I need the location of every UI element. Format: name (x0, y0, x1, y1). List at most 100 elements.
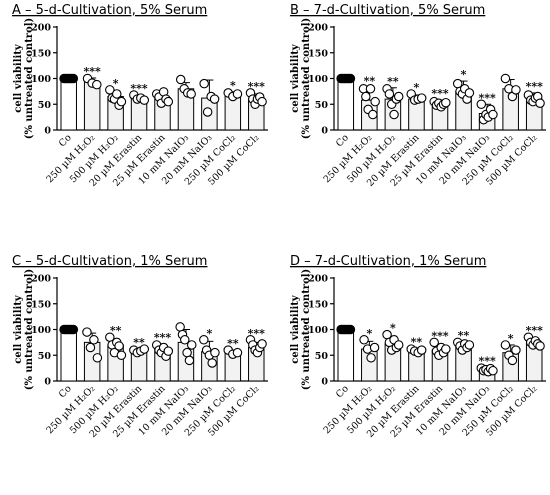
y-tick-label: 100 (31, 325, 51, 336)
y-tick-label: 100 (31, 74, 51, 85)
y-tick-label: 200 (31, 274, 51, 285)
data-point (488, 365, 498, 376)
chart-panel-1: A – 5-d-Cultivation, 5% Serum 0 50 100 150 20… (12, 3, 268, 189)
data-point (139, 95, 150, 105)
data-point (476, 99, 487, 110)
data-point (92, 353, 103, 363)
significance-label: * (414, 81, 420, 94)
data-point (163, 346, 174, 356)
data-point (232, 89, 243, 99)
y-axis-label-units: (% untreated control) (301, 18, 312, 140)
significance-label: ** (110, 324, 122, 337)
data-point (209, 94, 220, 104)
data-point (389, 109, 399, 120)
x-category-label: Co (334, 132, 351, 149)
y-axis-label-units: (% untreated control) (24, 18, 35, 140)
significance-label: ** (227, 337, 239, 350)
data-point (182, 347, 192, 358)
y-tick-label: 200 (308, 23, 328, 34)
y-axis-label-units: (% untreated control) (24, 269, 35, 391)
y-axis-label: cell viability (290, 43, 301, 113)
data-point (175, 322, 185, 332)
data-point (186, 340, 197, 350)
significance-label: ** (458, 329, 470, 342)
significance-label: *** (84, 65, 102, 78)
data-point (114, 341, 124, 351)
chart-panel-3: C – 5-d-Cultivation, 1% Serum 0 50 100 150 20… (12, 254, 268, 440)
x-category-label: Co (57, 132, 74, 149)
y-axis-label: cell viability (290, 294, 301, 364)
significance-label: * (366, 327, 372, 340)
data-point (464, 340, 475, 350)
significance-label: *** (248, 80, 266, 93)
significance-label: *** (248, 327, 266, 340)
data-point (163, 96, 174, 107)
y-tick-label: 0 (321, 126, 328, 137)
data-point (232, 347, 243, 358)
data-point (82, 327, 92, 337)
significance-label: ** (133, 336, 145, 349)
significance-label: ** (411, 336, 423, 349)
data-point (116, 350, 127, 360)
data-point (416, 345, 427, 355)
significance-label: *** (431, 87, 449, 100)
y-tick-label: 100 (308, 74, 328, 85)
data-point (511, 345, 521, 355)
data-point (500, 340, 511, 350)
data-point (345, 324, 356, 335)
y-tick-label: 200 (31, 23, 51, 34)
bar (337, 329, 355, 382)
data-point (361, 91, 371, 102)
data-point (365, 84, 376, 94)
data-point (368, 109, 378, 120)
data-point (210, 347, 220, 358)
data-point (184, 355, 195, 366)
data-point (85, 342, 96, 353)
data-point (535, 98, 545, 108)
y-tick-label: 150 (308, 299, 328, 310)
y-tick-label: 50 (38, 100, 52, 111)
y-tick-label: 150 (31, 48, 51, 59)
y-axis-label: cell viability (13, 294, 24, 364)
data-point (139, 344, 150, 354)
data-point (186, 89, 196, 99)
chart-panel-2: B – 7-d-Cultivation, 5% Serum 0 50 100 150 20… (290, 3, 546, 189)
significance-label: *** (154, 331, 172, 344)
data-point (257, 96, 267, 107)
data-point (507, 355, 518, 366)
y-tick-label: 0 (321, 377, 328, 388)
x-category-label: Co (57, 383, 74, 400)
data-point (393, 340, 404, 350)
significance-label: * (461, 68, 467, 81)
significance-label: * (230, 79, 236, 92)
significance-label: *** (478, 91, 496, 104)
y-axis-label: cell viability (13, 43, 24, 113)
x-category-label: Co (334, 383, 351, 400)
y-tick-label: 50 (315, 100, 329, 111)
panel-title: C – 5-d-Cultivation, 1% Serum (12, 254, 207, 269)
significance-label: *** (130, 82, 148, 95)
chart-panel-4: D – 7-d-Cultivation, 1% Serum 0 50 100 150 20… (290, 254, 546, 440)
significance-label: * (390, 322, 396, 335)
data-point (116, 96, 127, 107)
data-point (257, 339, 267, 349)
data-point (393, 91, 404, 102)
data-point (511, 85, 521, 95)
data-point (180, 335, 190, 345)
data-point (207, 358, 217, 368)
data-point (369, 342, 380, 353)
significance-label: *** (478, 355, 496, 368)
data-point (89, 335, 99, 345)
data-point (441, 97, 451, 108)
data-point (488, 109, 498, 120)
y-tick-label: 100 (308, 325, 328, 336)
data-point (441, 344, 451, 354)
data-point (202, 107, 213, 117)
data-point (464, 88, 475, 98)
y-axis-label-units: (% untreated control) (301, 269, 312, 391)
data-point (384, 89, 395, 99)
significance-label: *** (526, 324, 544, 337)
data-point (500, 73, 511, 84)
data-point (199, 335, 209, 345)
